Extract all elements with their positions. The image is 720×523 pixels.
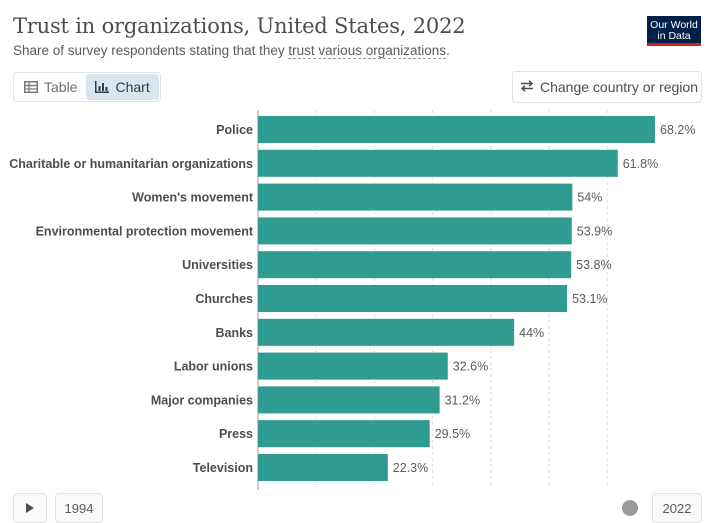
subtitle-suffix: . bbox=[446, 43, 450, 58]
bar-0 bbox=[258, 116, 655, 143]
value-label-1: 61.8% bbox=[623, 157, 658, 171]
bar-9 bbox=[258, 420, 430, 448]
chart-subtitle: Share of survey respondents stating that… bbox=[13, 43, 450, 59]
bar-4 bbox=[258, 251, 572, 279]
tab-table[interactable]: Table bbox=[15, 74, 86, 100]
tab-chart-label: Chart bbox=[115, 79, 150, 95]
bar-7 bbox=[258, 352, 448, 380]
timeline-end-label[interactable]: 2022 bbox=[652, 493, 702, 523]
timeline-handle[interactable] bbox=[622, 500, 638, 516]
value-label-3: 53.9% bbox=[577, 224, 612, 238]
subtitle-text: Share of survey respondents stating that… bbox=[13, 43, 289, 58]
play-icon bbox=[25, 501, 35, 516]
category-label-6: Banks bbox=[215, 326, 253, 340]
tab-chart[interactable]: Chart bbox=[86, 74, 159, 100]
value-label-4: 53.8% bbox=[576, 258, 611, 272]
logo-line-1: Our World bbox=[650, 19, 698, 31]
category-label-7: Labor unions bbox=[174, 360, 253, 374]
value-label-10: 22.3% bbox=[393, 461, 428, 475]
view-tabs: Table Chart bbox=[13, 72, 161, 102]
chart-title: Trust in organizations, United States, 2… bbox=[13, 14, 466, 38]
bar-1 bbox=[258, 149, 618, 177]
bar-chart: Police 68.2% Charitable or humanitarian or… bbox=[9, 110, 695, 490]
category-label-9: Press bbox=[219, 427, 253, 441]
value-label-5: 53.1% bbox=[572, 292, 607, 306]
change-country-label: Change country or region bbox=[540, 79, 698, 95]
category-label-3: Environmental protection movement bbox=[36, 224, 254, 238]
category-label-8: Major companies bbox=[151, 393, 253, 407]
value-label-7: 32.6% bbox=[453, 360, 488, 374]
bar-5 bbox=[258, 285, 568, 312]
category-label-10: Television bbox=[193, 461, 253, 475]
owid-logo[interactable]: Our World in Data bbox=[647, 16, 701, 46]
table-icon bbox=[24, 81, 38, 93]
bar-2 bbox=[258, 183, 573, 211]
play-button[interactable] bbox=[13, 493, 47, 523]
bar-10 bbox=[258, 454, 388, 481]
bar-6 bbox=[258, 318, 515, 346]
value-label-8: 31.2% bbox=[445, 393, 480, 407]
value-label-9: 29.5% bbox=[435, 427, 470, 441]
value-label-0: 68.2% bbox=[660, 123, 695, 137]
value-label-2: 54% bbox=[577, 191, 602, 205]
subtitle-definition-link[interactable]: trust various organizations bbox=[288, 43, 446, 59]
category-label-1: Charitable or humanitarian organizations bbox=[9, 157, 253, 171]
logo-line-2: in Data bbox=[657, 30, 691, 42]
value-label-6: 44% bbox=[519, 326, 544, 340]
category-label-0: Police bbox=[216, 123, 253, 137]
bar-8 bbox=[258, 386, 440, 414]
category-label-5: Churches bbox=[195, 292, 253, 306]
change-country-button[interactable]: Change country or region bbox=[512, 71, 702, 103]
tab-table-label: Table bbox=[44, 79, 78, 95]
bar-chart-icon bbox=[95, 81, 110, 93]
swap-arrows-icon bbox=[520, 79, 534, 95]
category-label-4: Universities bbox=[182, 258, 253, 272]
category-label-2: Women's movement bbox=[132, 191, 254, 205]
timeline-start-label[interactable]: 1994 bbox=[55, 493, 103, 523]
bar-3 bbox=[258, 217, 572, 245]
